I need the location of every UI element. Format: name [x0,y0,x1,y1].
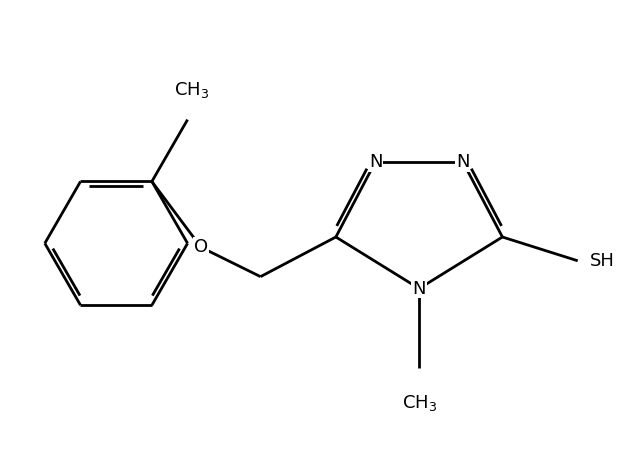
Text: CH$_3$: CH$_3$ [174,80,209,100]
Text: N: N [412,280,426,298]
Text: SH: SH [589,252,614,270]
Text: N: N [369,153,382,171]
Text: O: O [194,238,208,256]
Text: N: N [456,153,470,171]
Text: CH$_3$: CH$_3$ [401,393,436,413]
